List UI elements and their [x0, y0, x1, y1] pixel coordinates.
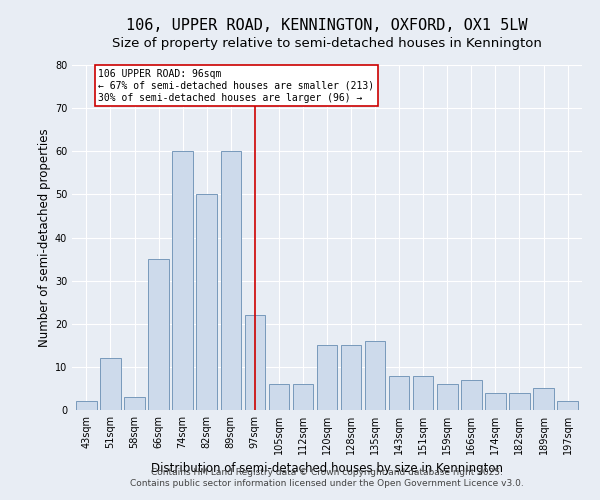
Bar — [196, 194, 217, 410]
Bar — [269, 384, 289, 410]
X-axis label: Distribution of semi-detached houses by size in Kennington: Distribution of semi-detached houses by … — [151, 462, 503, 475]
Text: 106, UPPER ROAD, KENNINGTON, OXFORD, OX1 5LW: 106, UPPER ROAD, KENNINGTON, OXFORD, OX1… — [126, 18, 528, 32]
Bar — [76, 402, 97, 410]
Bar — [293, 384, 313, 410]
Bar — [341, 346, 361, 410]
Bar — [533, 388, 554, 410]
Bar — [100, 358, 121, 410]
Text: Size of property relative to semi-detached houses in Kennington: Size of property relative to semi-detach… — [112, 38, 542, 51]
Bar — [389, 376, 409, 410]
Bar — [317, 346, 337, 410]
Bar — [413, 376, 433, 410]
Bar — [221, 151, 241, 410]
Bar — [172, 151, 193, 410]
Text: 106 UPPER ROAD: 96sqm
← 67% of semi-detached houses are smaller (213)
30% of sem: 106 UPPER ROAD: 96sqm ← 67% of semi-deta… — [98, 70, 374, 102]
Bar — [509, 393, 530, 410]
Bar — [124, 397, 145, 410]
Text: Contains HM Land Registry data © Crown copyright and database right 2025.
Contai: Contains HM Land Registry data © Crown c… — [130, 468, 524, 487]
Y-axis label: Number of semi-detached properties: Number of semi-detached properties — [38, 128, 50, 347]
Bar — [437, 384, 458, 410]
Bar — [461, 380, 482, 410]
Bar — [485, 393, 506, 410]
Bar — [245, 315, 265, 410]
Bar — [557, 402, 578, 410]
Bar — [365, 341, 385, 410]
Bar — [148, 259, 169, 410]
